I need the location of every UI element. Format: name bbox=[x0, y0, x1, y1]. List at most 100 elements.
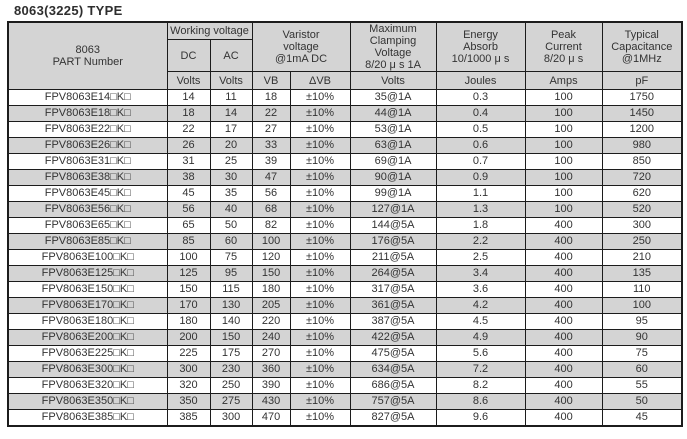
cell-dvb: ±10% bbox=[289, 249, 351, 266]
cell-clamping: 634@5A bbox=[349, 361, 437, 378]
cell-ac: 25 bbox=[209, 153, 253, 170]
cell-dvb: ±10% bbox=[289, 297, 351, 314]
cell-pf: 850 bbox=[601, 153, 683, 170]
cell-vb: 470 bbox=[251, 409, 291, 427]
cell-clamping: 44@1A bbox=[349, 105, 437, 122]
cell-ac: 17 bbox=[209, 121, 253, 138]
cell-part: FPV8063E56□K□ bbox=[7, 201, 168, 218]
cell-part: FPV8063E225□K□ bbox=[7, 345, 168, 362]
cell-vb: 390 bbox=[251, 377, 291, 394]
cell-dvb: ±10% bbox=[289, 393, 351, 410]
cell-pf: 720 bbox=[601, 169, 683, 186]
cell-amps: 400 bbox=[524, 313, 603, 330]
table-row: FPV8063E65□K□ 65 50 82 ±10% 144@5A 1.8 400 300 bbox=[7, 217, 683, 234]
table-row: FPV8063E385□K□ 385 300 470 ±10% 827@5A 9.6 400 4… bbox=[7, 409, 683, 427]
cell-pf: 300 bbox=[601, 217, 683, 234]
cell-joules: 0.3 bbox=[435, 89, 526, 106]
cell-joules: 2.2 bbox=[435, 233, 526, 250]
cell-amps: 100 bbox=[524, 89, 603, 106]
cell-ac: 20 bbox=[209, 137, 253, 154]
header-unit-joules: Joules bbox=[435, 71, 526, 90]
cell-vb: 39 bbox=[251, 153, 291, 170]
table-row: FPV8063E26□K□ 26 20 33 ±10% 63@1A 0.6 100 980 bbox=[7, 137, 683, 154]
cell-dc: 125 bbox=[166, 265, 211, 282]
cell-amps: 100 bbox=[524, 153, 603, 170]
table-row: FPV8063E180□K□ 180 140 220 ±10% 387@5A 4.5 400 9… bbox=[7, 313, 683, 330]
table-row: FPV8063E31□K□ 31 25 39 ±10% 69@1A 0.7 100 850 bbox=[7, 153, 683, 170]
cell-clamping: 264@5A bbox=[349, 265, 437, 282]
cell-vb: 150 bbox=[251, 265, 291, 282]
cell-joules: 8.2 bbox=[435, 377, 526, 394]
cell-part: FPV8063E150□K□ bbox=[7, 281, 168, 298]
cell-pf: 45 bbox=[601, 409, 683, 427]
cell-ac: 250 bbox=[209, 377, 253, 394]
cell-pf: 1750 bbox=[601, 89, 683, 106]
table-body: FPV8063E14□K□ 14 11 18 ±10% 35@1A 0.3 100 1750 FP… bbox=[7, 89, 683, 427]
cell-dvb: ±10% bbox=[289, 169, 351, 186]
header-peak-current: Peak Current 8/20 μ s bbox=[524, 21, 603, 72]
cell-pf: 60 bbox=[601, 361, 683, 378]
table-row: FPV8063E225□K□ 225 175 270 ±10% 475@5A 5.6 400 7… bbox=[7, 345, 683, 362]
cell-clamping: 69@1A bbox=[349, 153, 437, 170]
cell-part: FPV8063E85□K□ bbox=[7, 233, 168, 250]
cell-dc: 150 bbox=[166, 281, 211, 298]
cell-dc: 18 bbox=[166, 105, 211, 122]
cell-vb: 47 bbox=[251, 169, 291, 186]
cell-clamping: 99@1A bbox=[349, 185, 437, 202]
cell-ac: 95 bbox=[209, 265, 253, 282]
cell-dc: 85 bbox=[166, 233, 211, 250]
cell-dc: 14 bbox=[166, 89, 211, 106]
cell-pf: 110 bbox=[601, 281, 683, 298]
header-unit-volts-clamping: Volts bbox=[349, 71, 437, 90]
table-row: FPV8063E200□K□ 200 150 240 ±10% 422@5A 4.9 400 9… bbox=[7, 329, 683, 346]
cell-vb: 82 bbox=[251, 217, 291, 234]
cell-dc: 350 bbox=[166, 393, 211, 410]
cell-joules: 9.6 bbox=[435, 409, 526, 427]
header-max-clamping-voltage: Maximum Clamping Voltage 8/20 μ s 1A bbox=[349, 21, 437, 72]
cell-part: FPV8063E180□K□ bbox=[7, 313, 168, 330]
cell-dvb: ±10% bbox=[289, 217, 351, 234]
cell-amps: 400 bbox=[524, 297, 603, 314]
cell-amps: 400 bbox=[524, 329, 603, 346]
cell-amps: 400 bbox=[524, 265, 603, 282]
cell-pf: 1200 bbox=[601, 121, 683, 138]
table-header: 8063 PART Number Working voltage Varisto… bbox=[7, 21, 683, 90]
header-unit-delta-vb: ΔVB bbox=[289, 71, 351, 90]
cell-part: FPV8063E100□K□ bbox=[7, 249, 168, 266]
cell-pf: 210 bbox=[601, 249, 683, 266]
cell-ac: 11 bbox=[209, 89, 253, 106]
cell-part: FPV8063E170□K□ bbox=[7, 297, 168, 314]
cell-part: FPV8063E38□K□ bbox=[7, 169, 168, 186]
cell-part: FPV8063E200□K□ bbox=[7, 329, 168, 346]
cell-amps: 400 bbox=[524, 217, 603, 234]
cell-vb: 220 bbox=[251, 313, 291, 330]
header-part-number: 8063 PART Number bbox=[7, 21, 168, 90]
cell-clamping: 686@5A bbox=[349, 377, 437, 394]
cell-pf: 95 bbox=[601, 313, 683, 330]
cell-joules: 4.2 bbox=[435, 297, 526, 314]
cell-vb: 120 bbox=[251, 249, 291, 266]
cell-dc: 300 bbox=[166, 361, 211, 378]
cell-dvb: ±10% bbox=[289, 153, 351, 170]
cell-joules: 1.3 bbox=[435, 201, 526, 218]
header-unit-volts-ac: Volts bbox=[209, 71, 253, 90]
cell-ac: 150 bbox=[209, 329, 253, 346]
cell-dvb: ±10% bbox=[289, 201, 351, 218]
cell-part: FPV8063E125□K□ bbox=[7, 265, 168, 282]
cell-dc: 200 bbox=[166, 329, 211, 346]
cell-dvb: ±10% bbox=[289, 345, 351, 362]
cell-dvb: ±10% bbox=[289, 185, 351, 202]
cell-joules: 0.5 bbox=[435, 121, 526, 138]
cell-part: FPV8063E18□K□ bbox=[7, 105, 168, 122]
header-unit-vb: VB bbox=[251, 71, 291, 90]
cell-dc: 170 bbox=[166, 297, 211, 314]
cell-dc: 56 bbox=[166, 201, 211, 218]
table-row: FPV8063E320□K□ 320 250 390 ±10% 686@5A 8.2 400 5… bbox=[7, 377, 683, 394]
cell-amps: 400 bbox=[524, 233, 603, 250]
cell-amps: 400 bbox=[524, 393, 603, 410]
cell-joules: 0.9 bbox=[435, 169, 526, 186]
cell-clamping: 144@5A bbox=[349, 217, 437, 234]
cell-dvb: ±10% bbox=[289, 121, 351, 138]
cell-ac: 115 bbox=[209, 281, 253, 298]
cell-dvb: ±10% bbox=[289, 361, 351, 378]
